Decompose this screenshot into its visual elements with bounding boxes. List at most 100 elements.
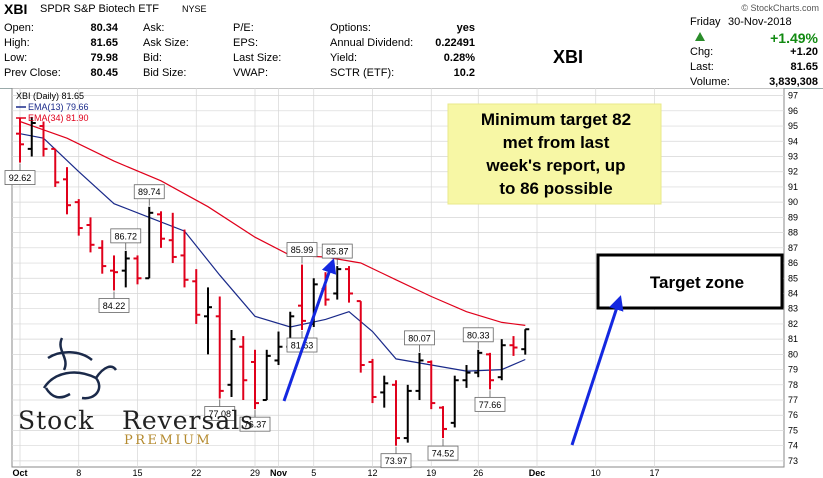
field-label: Prev Close: — [4, 67, 61, 79]
ohlc-bar — [392, 380, 400, 446]
exchange-label: NYSE — [182, 4, 207, 14]
up-triangle-icon — [695, 32, 705, 41]
y-tick-label: 76 — [788, 410, 798, 420]
price-label-text: 85.99 — [291, 245, 314, 255]
price-label-box — [380, 453, 412, 469]
y-tick-label: 80 — [788, 349, 798, 359]
y-tick-label: 78 — [788, 380, 798, 390]
x-axis: Oct 8 15 22 29 Nov 5 12 19 26 Dec 10 17 — [12, 468, 659, 478]
field-label: Yield: — [330, 52, 358, 64]
price-label-box — [4, 170, 36, 185]
field-label: EPS: — [233, 37, 259, 49]
header-day: Friday — [690, 16, 721, 28]
y-tick-label: 77 — [788, 395, 798, 405]
price-label-text: 84.22 — [103, 301, 126, 311]
price-label-box — [133, 184, 165, 200]
ohlc-bar — [462, 365, 471, 388]
target-zone-label: Target zone — [650, 273, 744, 292]
y-tick-label: 90 — [788, 197, 798, 207]
y-tick-label: 88 — [788, 228, 798, 238]
ticker-symbol: XBI — [4, 1, 28, 17]
price-label: 77.08 — [204, 399, 236, 421]
ohlc-bar — [497, 339, 506, 381]
ohlc-bar — [204, 287, 212, 355]
price-label: 73.97 — [380, 446, 412, 469]
up-arrow-2 — [570, 295, 624, 446]
ohlc-bar — [133, 255, 142, 285]
field-label: Last: — [690, 61, 714, 73]
field-value: 80.34 — [90, 22, 118, 34]
price-label: 85.87 — [321, 243, 353, 266]
field-value: 0.28% — [443, 52, 475, 64]
y-tick-label: 75 — [788, 425, 798, 435]
field-label: Annual Dividend: — [330, 37, 414, 49]
x-tick-label: 15 — [132, 468, 142, 478]
field-label: Options: — [330, 22, 371, 34]
up-arrow-1 — [282, 258, 337, 402]
field-value: yes — [456, 22, 475, 34]
logo-stock: Stock — [18, 406, 94, 435]
ohlc-bar — [145, 206, 154, 280]
y-tick-label: 73 — [788, 456, 798, 466]
y-tick-label: 82 — [788, 319, 798, 329]
watermark: © StockCharts.com — [741, 3, 819, 13]
price-label-text: 80.07 — [408, 333, 431, 343]
price-label: 76.37 — [239, 410, 271, 432]
field-value: +1.20 — [790, 46, 818, 58]
field-label: Bid: — [143, 52, 162, 64]
y-axis: 73 74 75 76 77 78 79 80 81 82 83 84 85 86 87 88 89 90 91 92… — [788, 91, 798, 466]
ohlc-bar — [98, 240, 107, 274]
x-tick-label: 29 — [250, 468, 260, 478]
ohlc-bar — [486, 352, 494, 390]
ohlc-bar — [509, 336, 518, 356]
ohlc-bar — [262, 349, 271, 402]
ohlc-bar — [51, 147, 60, 187]
x-tick-label: 22 — [191, 468, 201, 478]
note-background — [447, 103, 662, 205]
price-label-text: 86.72 — [114, 231, 137, 241]
y-tick-label: 95 — [788, 121, 798, 131]
price-label: 89.74 — [133, 184, 165, 206]
ohlc-bar — [27, 116, 36, 157]
x-tick-label: 12 — [367, 468, 377, 478]
price-label-text: 92.62 — [9, 173, 32, 183]
price-label-text: 76.37 — [244, 420, 267, 430]
ohlc-bar — [63, 167, 71, 215]
ema34-legend: EMA(34) 81.90 — [28, 113, 89, 123]
x-tick-label: 26 — [473, 468, 483, 478]
ohlc-bar — [380, 375, 389, 408]
field-value: 80.45 — [90, 67, 118, 79]
field-label: High: — [4, 37, 30, 49]
price-label: 77.66 — [474, 390, 506, 412]
ohlc-bar — [345, 266, 353, 303]
ohlc-bar — [427, 360, 436, 410]
price-label: 80.33 — [462, 327, 494, 349]
ohlc-bar — [439, 406, 447, 439]
y-tick-label: 84 — [788, 288, 798, 298]
note-line-3: week's report, up — [485, 156, 625, 175]
price-label: 74.52 — [427, 439, 459, 461]
y-tick-label: 79 — [788, 365, 798, 375]
note-box: Minimum target 82 met from last week's r… — [447, 103, 662, 205]
x-tick-label: 8 — [76, 468, 81, 478]
note-line-1: Minimum target 82 — [481, 110, 631, 129]
field-label: VWAP: — [233, 67, 269, 79]
x-tick-label: 10 — [591, 468, 601, 478]
y-tick-label: 96 — [788, 106, 798, 116]
note-line-2: met from last — [503, 133, 610, 152]
ohlc-bar — [251, 349, 259, 410]
ohlc-bar — [192, 269, 201, 324]
price-label-text: 80.33 — [467, 330, 490, 340]
ohlc-bar — [110, 255, 118, 291]
ohlc-bar — [86, 217, 95, 253]
field-value: 0.22491 — [435, 37, 475, 49]
y-tick-label: 91 — [788, 182, 798, 192]
field-label: Low: — [4, 52, 28, 64]
ohlc-bar — [450, 375, 459, 428]
field-label: SCTR (ETF): — [330, 67, 395, 79]
field-label: Volume: — [690, 76, 730, 88]
price-label-text: 74.52 — [432, 449, 455, 459]
y-tick-label: 94 — [788, 136, 798, 146]
ohlc-bar — [521, 328, 530, 355]
field-label: P/E: — [233, 22, 254, 34]
